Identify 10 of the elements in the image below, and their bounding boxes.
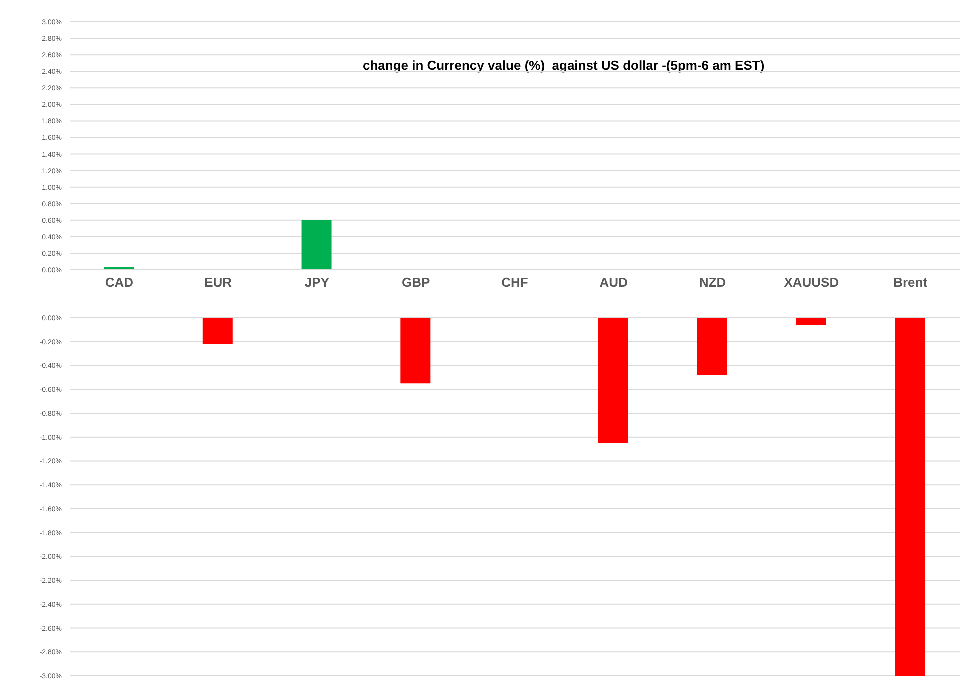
x-tick-label: GBP: [402, 275, 431, 290]
text: change in Currency value (%) against US dollar -(5pm-6 am EST): [363, 58, 765, 73]
x-tick-label: AUD: [600, 275, 628, 290]
x-tick-label: EUR: [204, 275, 233, 290]
x-tick-label: NZD: [699, 275, 726, 290]
x-tick-label: CAD: [105, 275, 134, 290]
x-tick-label: Brent: [894, 275, 928, 290]
x-tick-label: JPY: [304, 275, 330, 290]
x-tick-label: CHF: [502, 275, 528, 290]
x-tick-label: XAUUSD: [784, 275, 840, 290]
